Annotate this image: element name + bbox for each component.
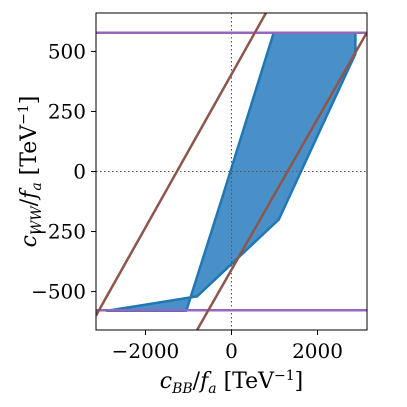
y-tick-label: 500 [48, 39, 86, 63]
y-axis-label: cWW/fa [TeV−1] [16, 96, 45, 248]
y-tick-label: −250 [31, 220, 86, 244]
diagonal-bound-0 [96, 13, 268, 317]
y-tick-label: 250 [48, 99, 86, 123]
x-tick-label: −2000 [112, 339, 180, 363]
x-axis-label: cBB/fa [TeV−1] [160, 368, 304, 397]
axis-ticks: −2000 0 2000 −500 −250 0 250 500 [31, 39, 343, 363]
y-tick-label: −500 [31, 280, 86, 304]
plot-area [96, 13, 367, 330]
x-tick-label: 0 [225, 339, 238, 363]
y-tick-label: 0 [73, 160, 86, 184]
x-tick-label: 2000 [292, 339, 343, 363]
diagonal-bound-1 [196, 31, 367, 330]
